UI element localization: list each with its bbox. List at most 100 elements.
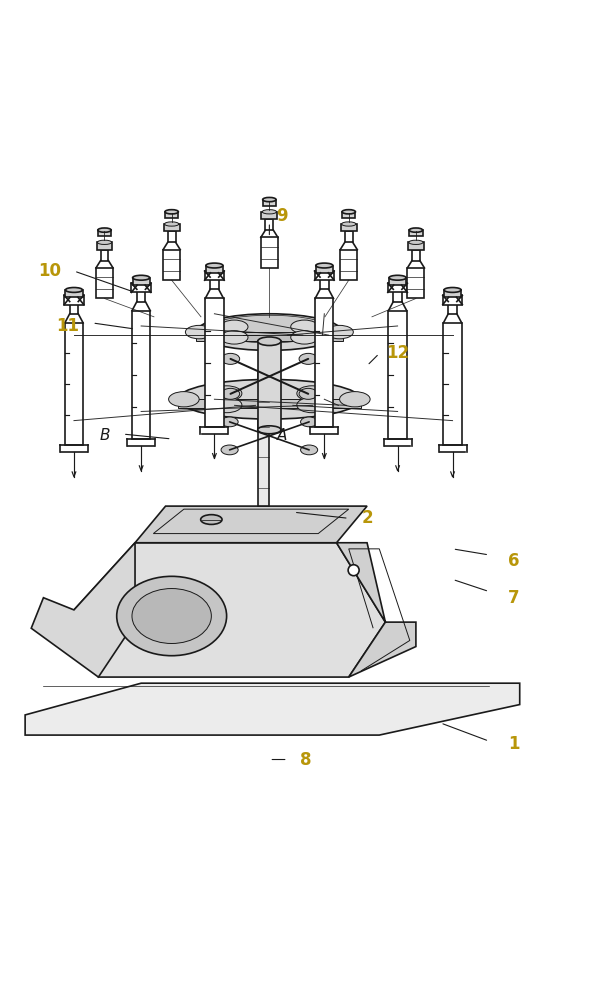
Ellipse shape [262, 210, 277, 214]
Ellipse shape [340, 392, 370, 407]
Bar [98, 230, 111, 236]
Text: 6: 6 [508, 552, 520, 570]
Text: 7: 7 [508, 589, 520, 607]
Text: 1: 1 [508, 735, 520, 753]
Bar [261, 237, 278, 268]
Text: A: A [277, 428, 287, 443]
Ellipse shape [132, 589, 211, 643]
Ellipse shape [297, 386, 327, 401]
Bar [133, 278, 150, 285]
Ellipse shape [206, 263, 223, 268]
Ellipse shape [299, 353, 318, 364]
Ellipse shape [326, 325, 353, 339]
Ellipse shape [220, 331, 248, 344]
Ellipse shape [221, 445, 238, 455]
Ellipse shape [185, 325, 213, 339]
Bar [205, 298, 223, 427]
Bar [65, 290, 83, 297]
Ellipse shape [291, 331, 318, 344]
Ellipse shape [220, 320, 248, 334]
Bar [389, 311, 407, 439]
Ellipse shape [263, 197, 276, 202]
Ellipse shape [222, 388, 240, 399]
Ellipse shape [297, 397, 327, 413]
Ellipse shape [165, 222, 179, 226]
Ellipse shape [341, 222, 356, 226]
Bar [263, 200, 276, 206]
Bar [165, 212, 178, 218]
Text: 11: 11 [56, 317, 80, 335]
Bar [340, 250, 357, 280]
Ellipse shape [133, 275, 150, 280]
Polygon shape [31, 543, 135, 677]
Ellipse shape [117, 576, 226, 656]
Bar [341, 224, 357, 231]
Bar [100, 250, 108, 261]
Ellipse shape [444, 288, 461, 292]
Ellipse shape [211, 386, 242, 401]
Ellipse shape [221, 417, 238, 427]
Bar [448, 302, 457, 314]
Ellipse shape [258, 426, 281, 434]
Text: 10: 10 [38, 262, 61, 280]
Ellipse shape [169, 392, 199, 407]
Ellipse shape [65, 288, 83, 292]
Bar [388, 283, 408, 292]
Bar [137, 289, 146, 302]
Ellipse shape [300, 417, 318, 427]
Ellipse shape [196, 314, 343, 350]
Bar [345, 231, 353, 242]
Ellipse shape [348, 565, 359, 576]
Bar [132, 311, 151, 439]
Text: 9: 9 [276, 207, 288, 225]
Ellipse shape [300, 445, 318, 455]
Bar [408, 242, 424, 250]
Ellipse shape [222, 353, 240, 364]
Bar [394, 289, 402, 302]
Text: B: B [99, 428, 110, 443]
Bar [315, 298, 334, 427]
Ellipse shape [409, 240, 423, 244]
Bar [168, 231, 176, 242]
Bar [443, 323, 461, 445]
Bar [210, 277, 218, 289]
Bar [258, 341, 281, 430]
Ellipse shape [201, 515, 222, 524]
Ellipse shape [258, 337, 281, 346]
Bar [389, 278, 406, 285]
Bar [96, 268, 113, 298]
Text: 12: 12 [386, 344, 409, 362]
Bar [64, 295, 84, 305]
Ellipse shape [316, 263, 333, 268]
Ellipse shape [177, 379, 361, 419]
Bar [342, 212, 356, 218]
Bar [408, 268, 425, 298]
Bar [316, 266, 333, 273]
Bar [412, 250, 420, 261]
Bar [320, 277, 329, 289]
Bar [266, 219, 274, 230]
Ellipse shape [291, 320, 318, 334]
Bar [258, 372, 269, 506]
Ellipse shape [98, 228, 111, 232]
Bar [65, 323, 83, 445]
Ellipse shape [211, 397, 242, 413]
Ellipse shape [342, 210, 356, 214]
Bar [70, 302, 78, 314]
Polygon shape [337, 543, 416, 677]
Ellipse shape [409, 228, 423, 232]
Ellipse shape [208, 315, 330, 343]
Bar [163, 250, 180, 280]
Bar [206, 266, 223, 273]
Polygon shape [196, 332, 343, 341]
Polygon shape [25, 683, 520, 735]
Polygon shape [74, 543, 386, 677]
Ellipse shape [165, 210, 178, 214]
Bar [409, 230, 423, 236]
Ellipse shape [299, 388, 318, 399]
Bar [204, 271, 224, 280]
Polygon shape [135, 506, 367, 543]
Bar [132, 283, 151, 292]
Bar [261, 212, 277, 219]
Bar [164, 224, 179, 231]
